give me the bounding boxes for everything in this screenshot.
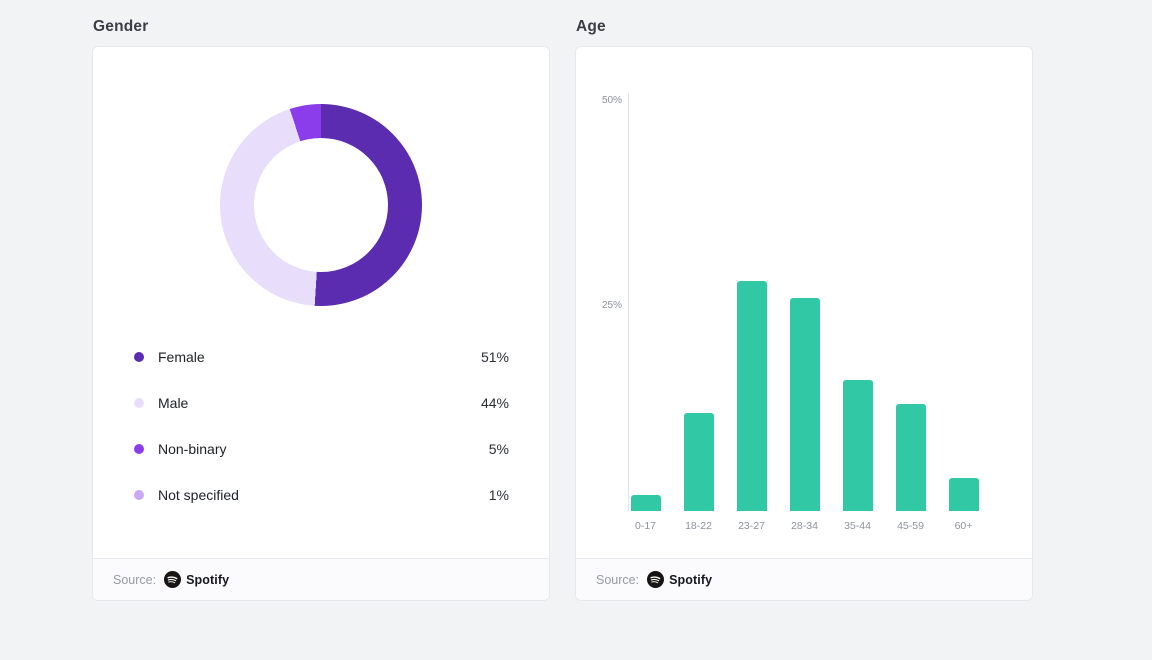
legend-swatch bbox=[134, 352, 144, 362]
bar-45-59[interactable] bbox=[895, 404, 926, 511]
age-section: Age 50% 25% bbox=[575, 18, 1033, 660]
gender-legend: Female 51% Male 44% Non-binary 5% bbox=[93, 334, 549, 518]
spotify-logo: Spotify bbox=[647, 571, 712, 588]
legend-swatch bbox=[134, 444, 144, 454]
gender-donut-chart[interactable] bbox=[220, 104, 422, 306]
age-title: Age bbox=[576, 18, 606, 35]
age-bar-chart: 50% 25% bbox=[592, 93, 992, 511]
legend-label: Female bbox=[158, 349, 205, 365]
bar-0-17[interactable] bbox=[630, 494, 661, 511]
legend-value: 1% bbox=[488, 487, 509, 503]
legend-swatch bbox=[134, 490, 144, 500]
spotify-wordmark: Spotify bbox=[186, 572, 230, 587]
spotify-icon bbox=[164, 571, 182, 588]
spotify-icon bbox=[647, 571, 665, 588]
x-label: 28-34 bbox=[791, 520, 818, 532]
legend-item-female[interactable]: Female 51% bbox=[134, 334, 509, 380]
bars-row bbox=[619, 93, 992, 511]
gender-card-body: Female 51% Male 44% Non-binary 5% bbox=[93, 47, 549, 558]
source-label: Source: bbox=[596, 572, 640, 587]
source-footer: Source: Spotify bbox=[576, 558, 1032, 600]
y-tick-25: 25% bbox=[601, 300, 622, 311]
x-label: 45-59 bbox=[897, 520, 924, 532]
source-footer: Source: Spotify bbox=[93, 558, 549, 600]
x-label: 18-22 bbox=[685, 520, 712, 532]
bar-35-44[interactable] bbox=[842, 379, 873, 511]
age-card-body: 50% 25% 0-17 18-22 bbox=[576, 47, 1032, 558]
bar-23-27[interactable] bbox=[736, 281, 767, 511]
legend-value: 44% bbox=[480, 395, 509, 411]
legend-value: 51% bbox=[480, 349, 509, 365]
legend-item-notspecified[interactable]: Not specified 1% bbox=[134, 472, 509, 518]
legend-label: Male bbox=[158, 395, 189, 411]
source-label: Source: bbox=[113, 572, 157, 587]
legend-item-male[interactable]: Male 44% bbox=[134, 380, 509, 426]
age-card: 50% 25% 0-17 18-22 bbox=[575, 46, 1033, 601]
y-axis-line bbox=[628, 93, 629, 511]
legend-swatch bbox=[134, 398, 144, 408]
legend-item-nonbinary[interactable]: Non-binary 5% bbox=[134, 426, 509, 472]
spotify-wordmark: Spotify bbox=[669, 572, 713, 587]
x-label: 60+ bbox=[954, 520, 973, 532]
gender-card: Female 51% Male 44% Non-binary 5% bbox=[92, 46, 550, 601]
x-label: 23-27 bbox=[738, 520, 765, 532]
gender-section: Gender Female 51% Male 44% bbox=[92, 18, 550, 660]
bar-18-22[interactable] bbox=[683, 412, 714, 511]
x-label: 0-17 bbox=[634, 520, 656, 532]
y-tick-50: 50% bbox=[601, 95, 622, 106]
bar-28-34[interactable] bbox=[789, 297, 820, 511]
spotify-logo: Spotify bbox=[164, 571, 229, 588]
legend-label: Non-binary bbox=[158, 441, 227, 457]
bar-60plus[interactable] bbox=[948, 478, 979, 511]
gender-title: Gender bbox=[93, 18, 149, 35]
x-label: 35-44 bbox=[844, 520, 871, 532]
legend-label: Not specified bbox=[158, 487, 239, 503]
legend-value: 5% bbox=[488, 441, 509, 457]
x-axis-labels: 0-17 18-22 23-27 28-34 35-44 45-59 60+ bbox=[619, 520, 1032, 532]
